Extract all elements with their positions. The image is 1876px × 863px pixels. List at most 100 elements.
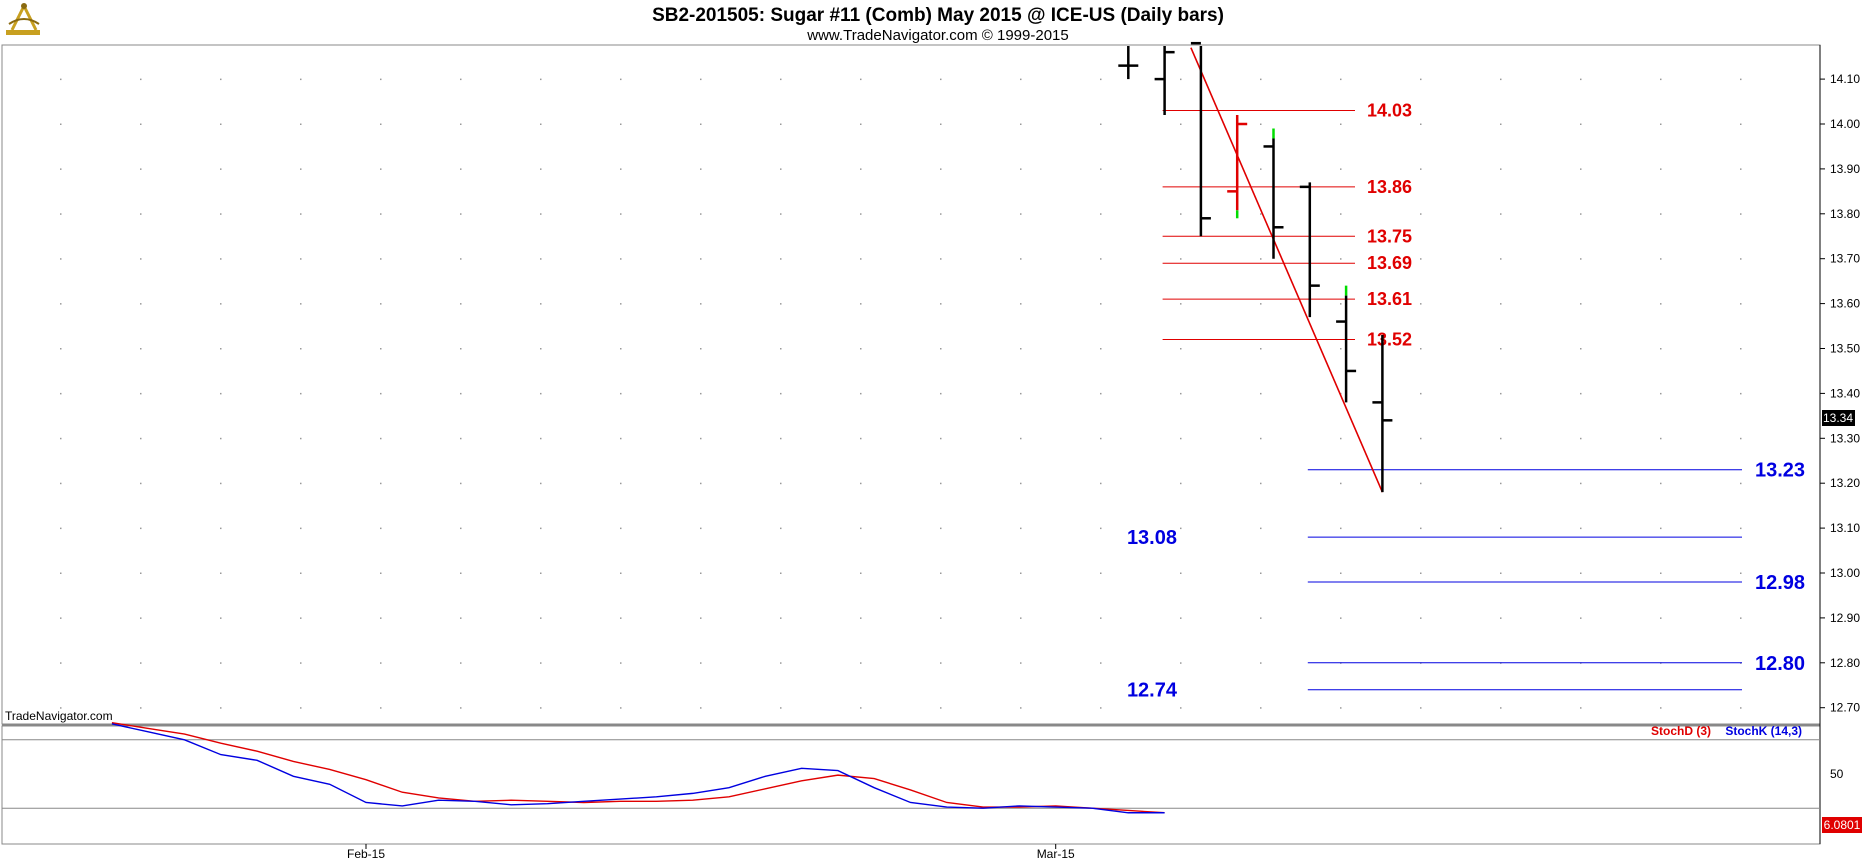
grid-dot: [540, 348, 542, 350]
grid-dot: [1180, 527, 1182, 530]
grid-dot: [1100, 213, 1102, 215]
grid-dot: [1660, 707, 1662, 709]
grid-dot: [1660, 78, 1662, 81]
grid-dot: [1500, 123, 1502, 125]
y-tick-label: 12.70: [1830, 701, 1860, 715]
grid-dot: [860, 572, 862, 574]
grid-dot: [860, 482, 862, 485]
grid-dot: [700, 168, 702, 170]
grid-dot: [940, 527, 942, 530]
grid-dot: [460, 707, 462, 709]
grid-dot: [460, 662, 462, 664]
grid-dot: [220, 392, 222, 395]
y-tick-label: 13.90: [1830, 162, 1860, 176]
resistance-label: 13.75: [1367, 226, 1412, 246]
legend-stochk: StochK (14,3): [1725, 724, 1802, 738]
grid-dot: [540, 168, 542, 170]
grid-dot: [780, 617, 782, 619]
grid-dot: [1340, 707, 1342, 709]
grid-dot: [460, 348, 462, 350]
grid-dot: [700, 662, 702, 664]
grid-dot: [540, 258, 542, 260]
grid-dot: [220, 572, 222, 574]
grid-dot: [700, 213, 702, 215]
grid-dot: [380, 617, 382, 619]
grid-dot: [1580, 348, 1582, 350]
y-tick-label: 14.10: [1830, 72, 1860, 86]
grid-dot: [780, 258, 782, 260]
y-tick-label: 13.70: [1830, 252, 1860, 266]
grid-dot: [1340, 437, 1342, 440]
grid-dot: [1740, 527, 1742, 530]
support-label: 13.08: [1127, 527, 1177, 549]
grid-dot: [1660, 437, 1662, 440]
grid-dot: [300, 572, 302, 574]
grid-dot: [220, 168, 222, 170]
grid-dot: [1420, 527, 1422, 530]
grid-dot: [1020, 392, 1022, 395]
grid-dot: [700, 617, 702, 619]
grid-dot: [1260, 348, 1262, 350]
grid-dot: [780, 707, 782, 709]
grid-dot: [1260, 527, 1262, 530]
grid-dot: [1100, 123, 1102, 125]
grid-dot: [60, 123, 62, 125]
grid-dot: [1420, 617, 1422, 619]
grid-dot: [620, 258, 622, 260]
grid-dot: [300, 392, 302, 395]
grid-dot: [1260, 78, 1262, 81]
grid-dot: [620, 168, 622, 170]
grid-dot: [1660, 392, 1662, 395]
grid-dot: [1180, 437, 1182, 440]
grid-dot: [700, 123, 702, 125]
grid-dot: [540, 572, 542, 574]
support-label: 12.80: [1755, 653, 1805, 675]
grid-dot: [780, 662, 782, 664]
grid-dot: [780, 123, 782, 125]
grid-dot: [780, 303, 782, 305]
grid-dot: [940, 662, 942, 664]
grid-dot: [460, 213, 462, 215]
grid-dot: [940, 303, 942, 305]
stochastic-lines: [2, 722, 1820, 814]
grid-dot: [300, 213, 302, 215]
grid-dot: [60, 482, 62, 485]
grid-dot: [780, 78, 782, 81]
grid-dot: [1340, 348, 1342, 350]
grid-dot: [220, 258, 222, 260]
grid-dot: [1420, 213, 1422, 215]
grid-dot: [940, 348, 942, 350]
grid-dot: [1740, 392, 1742, 395]
grid-dot: [460, 123, 462, 125]
grid-dot: [1580, 482, 1582, 485]
grid-dot: [140, 123, 142, 125]
grid-dot: [1500, 213, 1502, 215]
grid-dot: [1580, 303, 1582, 305]
grid-dot: [1260, 303, 1262, 305]
grid-dot: [1740, 572, 1742, 574]
grid-dot: [220, 707, 222, 709]
resistance-label: 13.52: [1367, 330, 1412, 350]
grid-dot: [1660, 123, 1662, 125]
ohlc-bar: [1227, 115, 1248, 219]
y-tick-label: 13.80: [1830, 207, 1860, 221]
grid-dot: [1420, 78, 1422, 81]
grid-dot: [460, 617, 462, 619]
grid-dot: [1180, 392, 1182, 395]
grid-dot: [460, 258, 462, 260]
grid-dot: [460, 303, 462, 305]
grid-dot: [1180, 348, 1182, 350]
grid-dot: [1100, 437, 1102, 440]
grid-dot: [1260, 572, 1262, 574]
grid-dot: [460, 78, 462, 81]
resistance-label: 13.69: [1367, 253, 1412, 273]
grid-dot: [1180, 168, 1182, 170]
grid-dot: [1740, 617, 1742, 619]
grid-dot: [540, 392, 542, 395]
grid-dot: [1020, 437, 1022, 440]
grid-dot: [1020, 258, 1022, 260]
stoch-tick-50: 50: [1830, 767, 1844, 781]
grid-dot: [1340, 572, 1342, 574]
grid-dot: [1420, 572, 1422, 574]
